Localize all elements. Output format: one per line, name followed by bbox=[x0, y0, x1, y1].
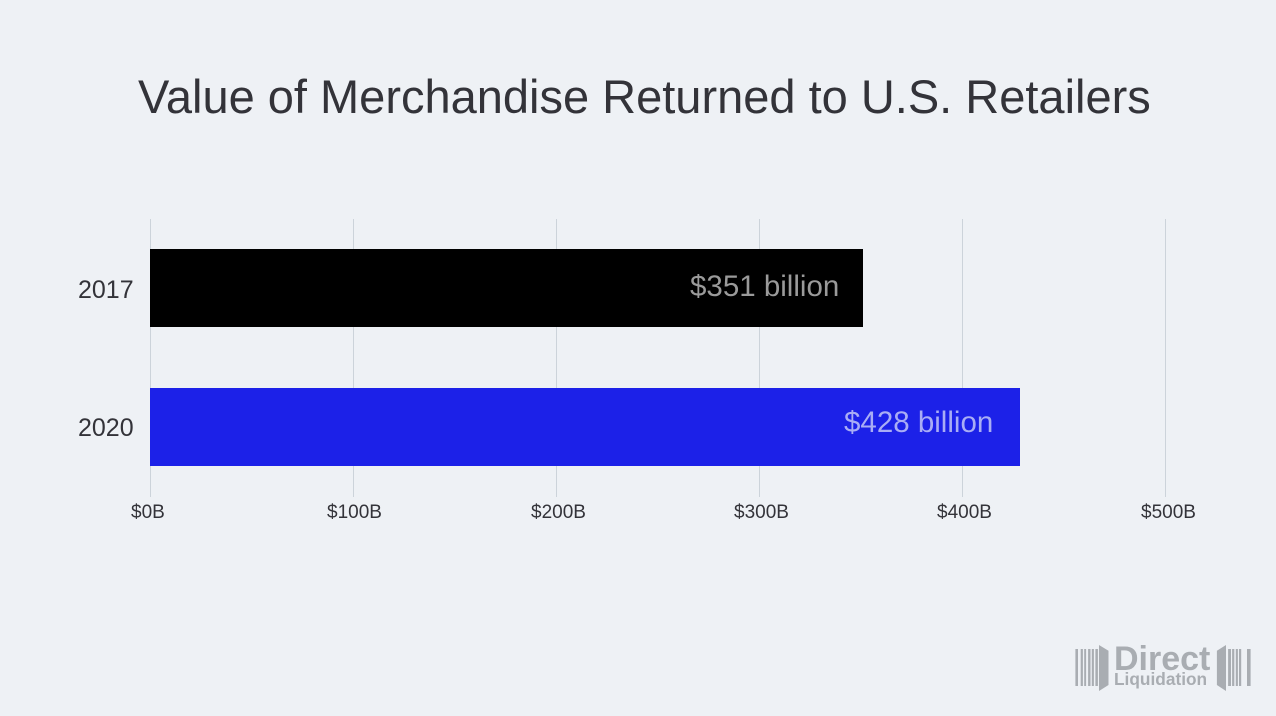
svg-text:Liquidation: Liquidation bbox=[1114, 669, 1207, 689]
